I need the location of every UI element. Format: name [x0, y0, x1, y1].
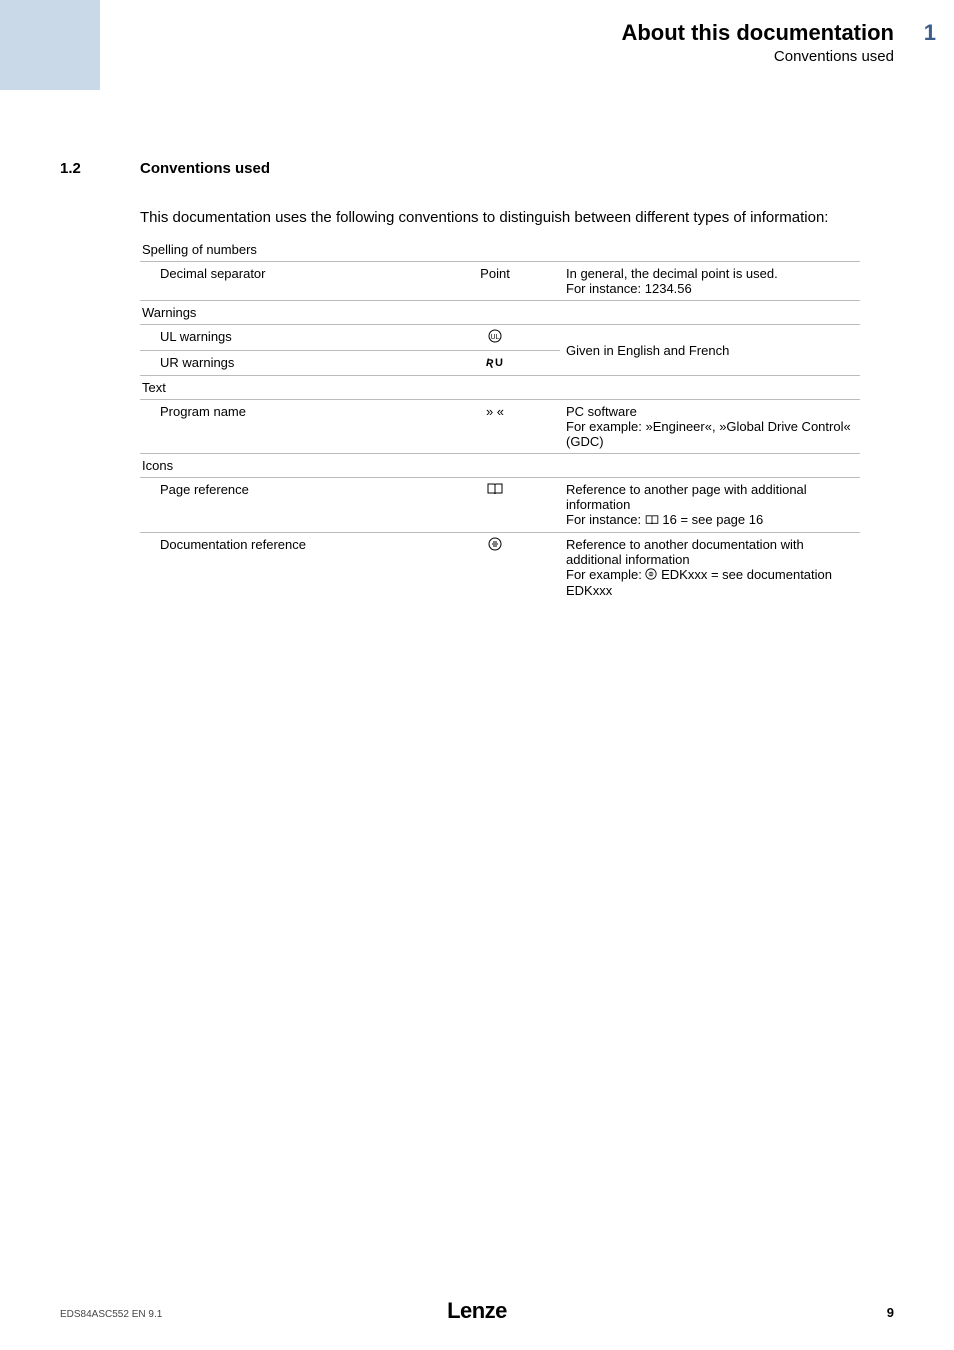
table-row: UL warnings UL Given in English and Fren… — [140, 325, 860, 351]
right-line: In general, the decimal point is used. — [566, 266, 778, 281]
section-title: Conventions used — [140, 160, 270, 177]
right-line: Given in English and French — [566, 343, 729, 358]
header-title-block: About this documentation Conventions use… — [621, 20, 894, 65]
right-line: For instance: 16 = see page 16 — [566, 512, 763, 527]
row-right: In general, the decimal point is used. F… — [560, 262, 860, 301]
doc-ref-icon — [488, 537, 502, 554]
svg-text:Ʀ: Ʀ — [486, 357, 494, 368]
right-line: PC software — [566, 404, 637, 419]
row-right: Reference to another page with additiona… — [560, 478, 860, 533]
section-number: 1.2 — [60, 160, 140, 177]
table-row: Program name » « PC software For example… — [140, 400, 860, 454]
right-line: Reference to another documentation with … — [566, 537, 804, 567]
page-header: About this documentation Conventions use… — [0, 0, 954, 90]
header-title: About this documentation — [621, 20, 894, 46]
row-label: UR warnings — [140, 351, 430, 376]
book-icon — [487, 483, 503, 498]
page-footer: EDS84ASC552 EN 9.1 Lenze 9 — [0, 1290, 954, 1320]
row-mid — [430, 478, 560, 533]
row-right: PC software For example: »Engineer«, »Gl… — [560, 400, 860, 454]
right-line: For instance: 1234.56 — [566, 281, 692, 296]
svg-text:U: U — [495, 357, 503, 368]
header-accent-block — [0, 0, 100, 90]
footer-doc-id: EDS84ASC552 EN 9.1 — [60, 1309, 162, 1320]
table-row: Page reference Reference to another page… — [140, 478, 860, 533]
group-label: Spelling of numbers — [140, 238, 860, 262]
header-subtitle: Conventions used — [621, 48, 894, 65]
group-label: Text — [140, 376, 860, 400]
row-right: Given in English and French — [560, 325, 860, 376]
table-row: Decimal separator Point In general, the … — [140, 262, 860, 301]
intro-paragraph: This documentation uses the following co… — [140, 207, 854, 228]
svg-text:UL: UL — [491, 334, 500, 341]
ur-bold-icon: ƦU — [486, 356, 504, 371]
row-right: Reference to another documentation with … — [560, 533, 860, 603]
row-label: Decimal separator — [140, 262, 430, 301]
right-line: Reference to another page with additiona… — [566, 482, 807, 512]
table-group-header: Warnings — [140, 301, 860, 325]
footer-page-number: 9 — [887, 1305, 894, 1320]
doc-ref-icon — [645, 568, 657, 583]
row-label: Program name — [140, 400, 430, 454]
row-label: UL warnings — [140, 325, 430, 351]
row-mid — [430, 533, 560, 603]
table-group-header: Icons — [140, 454, 860, 478]
row-mid: UL — [430, 325, 560, 351]
table-group-header: Text — [140, 376, 860, 400]
table-group-header: Spelling of numbers — [140, 238, 860, 262]
row-label: Page reference — [140, 478, 430, 533]
row-mid: ƦU — [430, 351, 560, 376]
book-icon — [645, 513, 659, 528]
chapter-number: 1 — [924, 20, 936, 46]
table-row: Documentation reference Reference to ano… — [140, 533, 860, 603]
group-label: Icons — [140, 454, 860, 478]
right-line: For example: EDKxxx = see documentation … — [566, 567, 832, 598]
row-mid: » « — [430, 400, 560, 454]
conventions-table: Spelling of numbers Decimal separator Po… — [140, 238, 860, 602]
group-label: Warnings — [140, 301, 860, 325]
section-heading: 1.2 Conventions used — [60, 160, 954, 177]
ul-circle-icon: UL — [488, 329, 502, 346]
right-line: For example: »Engineer«, »Global Drive C… — [566, 419, 851, 449]
footer-logo: Lenze — [447, 1298, 507, 1324]
row-label: Documentation reference — [140, 533, 430, 603]
row-mid: Point — [430, 262, 560, 301]
